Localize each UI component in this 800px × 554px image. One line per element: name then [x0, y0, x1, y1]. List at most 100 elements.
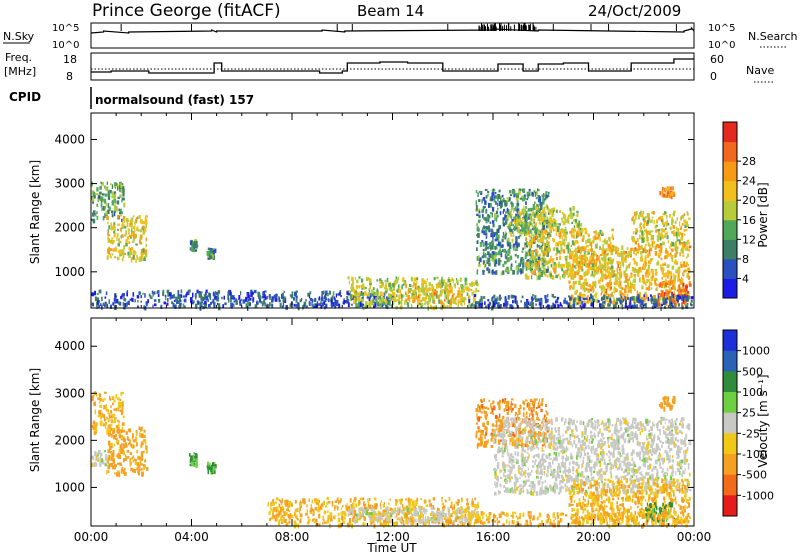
heatmap-cell	[483, 230, 486, 236]
heatmap-cell	[668, 193, 671, 199]
heatmap-cell	[113, 208, 116, 212]
heatmap-cell	[546, 225, 548, 229]
heatmap-cell	[281, 305, 284, 309]
heatmap-cell	[632, 231, 635, 235]
heatmap-cell	[413, 296, 417, 300]
heatmap-cell	[355, 285, 359, 289]
heatmap-cell	[546, 294, 549, 298]
heatmap-cell	[595, 292, 598, 295]
heatmap-cell	[337, 505, 339, 511]
heatmap-cell	[208, 304, 211, 308]
heatmap-cell	[341, 516, 344, 521]
heatmap-cell	[640, 302, 644, 306]
heatmap-cell	[389, 302, 391, 307]
heatmap-cell	[122, 292, 124, 297]
heatmap-cell	[493, 195, 496, 199]
heatmap-cell	[532, 294, 534, 297]
heatmap-cell	[674, 287, 677, 291]
heatmap-cell	[607, 266, 610, 270]
heatmap-cell	[271, 299, 274, 303]
heatmap-cell	[110, 457, 114, 461]
heatmap-cell	[685, 296, 688, 301]
heatmap-cell	[578, 301, 582, 305]
heatmap-cell	[118, 237, 120, 243]
heatmap-cell	[281, 501, 283, 506]
heatmap-cell	[571, 240, 574, 244]
heatmap-cell	[601, 231, 603, 235]
heatmap-cell	[490, 212, 492, 215]
heatmap-cell	[390, 507, 393, 511]
heatmap-cell	[497, 304, 501, 309]
heatmap-cell	[634, 253, 638, 256]
heatmap-cell	[395, 276, 398, 280]
heatmap-cell	[453, 506, 455, 510]
heatmap-cell	[666, 215, 668, 219]
heatmap-cell	[487, 303, 490, 308]
heatmap-cell	[462, 288, 466, 293]
heatmap-cell	[539, 239, 542, 243]
heatmap-cell	[101, 459, 103, 463]
heatmap-cell	[482, 227, 484, 232]
heatmap-cell	[425, 281, 427, 286]
heatmap-cell	[583, 287, 586, 293]
heatmap-cell	[620, 294, 622, 297]
colorbar-swatch	[723, 122, 737, 143]
heatmap-cell	[120, 253, 122, 257]
heatmap-cell	[128, 255, 131, 258]
heatmap-cell	[633, 295, 635, 301]
heatmap-cell	[124, 467, 126, 471]
heatmap-cell	[532, 194, 534, 197]
heatmap-cell	[669, 299, 672, 303]
heatmap-cell	[361, 497, 365, 501]
heatmap-cell	[507, 225, 511, 230]
heatmap-cell	[177, 290, 180, 295]
heatmap-cell	[410, 498, 413, 501]
heatmap-cell	[367, 498, 369, 502]
heatmap-cell	[466, 506, 469, 509]
heatmap-cell	[665, 191, 667, 194]
heatmap-cell	[136, 295, 140, 299]
heatmap-cell	[346, 523, 350, 526]
heatmap-cell	[678, 239, 681, 244]
heatmap-cell	[447, 292, 450, 297]
heatmap-cell	[330, 297, 332, 303]
heatmap-cell	[295, 295, 298, 299]
heatmap-cell	[585, 263, 587, 268]
heatmap-cell	[620, 264, 622, 268]
heatmap-cell	[503, 235, 506, 238]
heatmap-cell	[441, 497, 443, 499]
heatmap-cell	[120, 412, 124, 415]
heatmap-cell	[630, 305, 633, 309]
heatmap-cell	[454, 299, 457, 305]
heatmap-cell	[612, 237, 615, 240]
heatmap-cell	[110, 455, 112, 458]
freq-label: Freq.	[5, 51, 32, 64]
heatmap-cell	[406, 302, 409, 306]
heatmap-cell	[539, 258, 542, 261]
heatmap-cell	[613, 288, 616, 294]
heatmap-cell	[573, 299, 576, 304]
heatmap-cell	[655, 229, 658, 233]
heatmap-cell	[127, 228, 131, 232]
heatmap-cell	[504, 296, 507, 301]
heatmap-cell	[636, 251, 639, 254]
heatmap-cell	[659, 297, 661, 301]
heatmap-cell	[565, 236, 567, 240]
heatmap-cell	[125, 243, 128, 247]
heatmap-cell	[504, 222, 507, 226]
heatmap-cell	[497, 197, 499, 202]
heatmap-cell	[197, 290, 201, 294]
heatmap-cell	[556, 228, 560, 233]
heatmap-cell	[401, 522, 403, 525]
heatmap-cell	[291, 291, 294, 295]
heatmap-cell	[444, 299, 446, 302]
heatmap-cell	[405, 516, 409, 519]
heatmap-cell	[530, 304, 534, 309]
heatmap-cell	[604, 275, 608, 280]
heatmap-cell	[532, 203, 535, 208]
heatmap-cell	[435, 290, 438, 294]
heatmap-cell	[386, 305, 389, 310]
heatmap-cell	[334, 500, 338, 503]
heatmap-cell	[457, 299, 459, 304]
heatmap-cell	[669, 301, 671, 306]
